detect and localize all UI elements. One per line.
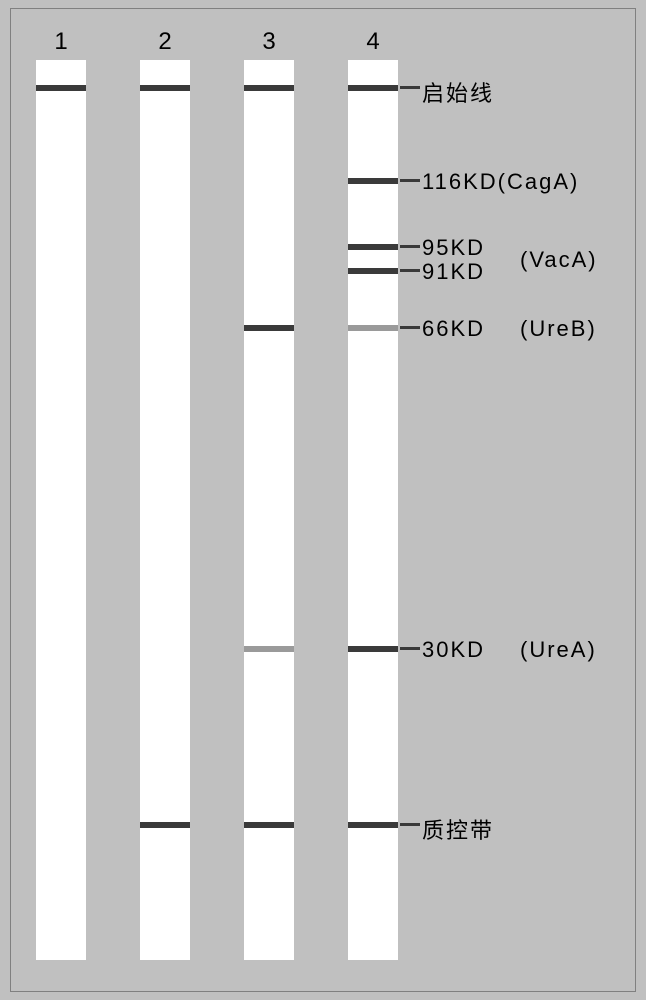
annotation-tick-4 xyxy=(400,269,420,272)
lane-2 xyxy=(140,60,190,960)
band-lane4-6 xyxy=(348,822,398,828)
annotation-label-0: 启始线 xyxy=(422,76,494,108)
band-lane3-2 xyxy=(244,646,294,652)
annotation-tick-6 xyxy=(400,647,420,650)
band-lane4-3 xyxy=(348,268,398,274)
annotation-label-5: 66KD xyxy=(422,316,485,342)
band-lane3-0 xyxy=(244,85,294,91)
annotation-label-2: 95KD xyxy=(422,235,485,261)
annotation-tick-7 xyxy=(400,823,420,826)
band-lane3-1 xyxy=(244,325,294,331)
band-lane2-1 xyxy=(140,822,190,828)
annotation-tick-1 xyxy=(400,179,420,182)
annotation-label-1: 116KD(CagA) xyxy=(422,169,579,195)
annotation-label-7: 质控带 xyxy=(422,813,494,845)
annotation-label2-6: (UreA) xyxy=(520,637,597,663)
lane-3 xyxy=(244,60,294,960)
figure-frame xyxy=(10,8,636,992)
lane-number-1: 1 xyxy=(36,28,86,56)
band-lane3-3 xyxy=(244,822,294,828)
annotation-label-6: 30KD xyxy=(422,637,485,663)
lane-1 xyxy=(36,60,86,960)
lane-4 xyxy=(348,60,398,960)
band-lane4-1 xyxy=(348,178,398,184)
annotation-label-4: 91KD xyxy=(422,259,485,285)
lane-number-3: 3 xyxy=(244,28,294,56)
annotation-label2-5: (UreB) xyxy=(520,316,597,342)
lane-number-2: 2 xyxy=(140,28,190,56)
band-lane4-4 xyxy=(348,325,398,331)
annotation-tick-2 xyxy=(400,245,420,248)
annotation-tick-0 xyxy=(400,86,420,89)
annotation-label-3: (VacA) xyxy=(520,247,598,273)
band-lane2-0 xyxy=(140,85,190,91)
band-lane4-5 xyxy=(348,646,398,652)
band-lane4-2 xyxy=(348,244,398,250)
band-lane4-0 xyxy=(348,85,398,91)
band-lane1-0 xyxy=(36,85,86,91)
lane-number-4: 4 xyxy=(348,28,398,56)
annotation-tick-5 xyxy=(400,326,420,329)
